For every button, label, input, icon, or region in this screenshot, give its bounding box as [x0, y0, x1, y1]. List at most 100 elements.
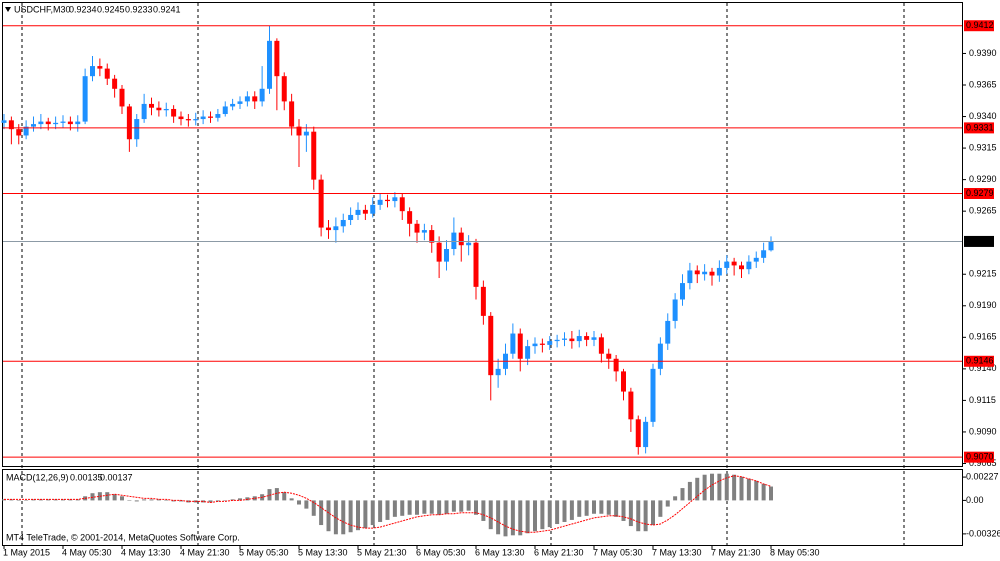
macd-bar: [31, 499, 36, 501]
y-tick-label: 0.9065: [969, 458, 997, 468]
candle-body: [318, 179, 324, 228]
level-label-bg: [964, 122, 994, 134]
candle-body: [510, 333, 516, 354]
candle-body: [326, 227, 331, 231]
candle-body: [716, 267, 722, 276]
macd-bar: [547, 500, 552, 528]
macd-bar: [687, 481, 692, 501]
macd-bar: [673, 496, 678, 501]
plot-layer: [1, 25, 774, 537]
candle-body: [672, 299, 678, 321]
macd-bar: [53, 499, 58, 501]
candle-body: [259, 88, 265, 102]
x-tick-label: 4 May 21:30: [180, 547, 230, 557]
candle-body: [53, 122, 59, 125]
macd-bar: [385, 500, 390, 520]
macd-bar: [488, 500, 493, 530]
candle-body: [311, 131, 317, 180]
macd-bar: [171, 500, 176, 502]
macd-bar: [9, 499, 14, 501]
candle-body: [709, 271, 715, 276]
macd-bar: [127, 500, 132, 501]
level-label: 0.9279: [966, 188, 994, 198]
candle-body: [141, 103, 147, 120]
x-tick-label: 5 May 13:30: [298, 547, 348, 557]
candle-body: [348, 214, 354, 220]
candle-body: [584, 336, 590, 340]
candle-body: [222, 106, 228, 115]
candle-body: [466, 242, 472, 246]
candle-body: [38, 121, 44, 125]
level-label-bg: [964, 451, 994, 463]
macd-bar: [481, 500, 486, 521]
copyright: MT4 TeleTrade, © 2001-2014, MetaQuotes S…: [6, 532, 240, 542]
macd-bar: [289, 498, 294, 501]
candle-body: [665, 320, 671, 344]
candle-body: [539, 343, 545, 345]
candle-body: [355, 209, 361, 215]
macd-bar: [378, 500, 383, 522]
candle-body: [149, 103, 154, 108]
candle-body: [694, 270, 700, 275]
macd-bar: [304, 500, 309, 509]
macd-bar: [90, 493, 95, 501]
macd-bar: [621, 500, 626, 521]
candle-body: [200, 116, 206, 120]
macd-bar: [311, 500, 316, 516]
macd-bar: [208, 500, 213, 503]
macd-bar: [179, 500, 183, 502]
macd-bar: [105, 492, 110, 501]
candle-body: [252, 96, 258, 102]
candle-body: [193, 119, 199, 121]
candle-body: [591, 337, 597, 340]
candle-body: [392, 197, 398, 202]
candle-body: [480, 286, 486, 316]
candle-body: [407, 211, 413, 224]
candle-body: [532, 343, 538, 347]
macd-bar: [415, 500, 419, 515]
macd-bar: [422, 500, 427, 514]
candle-body: [296, 126, 302, 136]
y-tick-label: 0.9190: [969, 300, 997, 310]
y-tick-label: 0.00227: [966, 471, 999, 481]
candle-body: [90, 66, 95, 77]
candle-body: [274, 40, 280, 77]
macd-bar: [370, 500, 375, 526]
macd-bar: [46, 499, 51, 501]
macd-bar: [252, 496, 257, 501]
macd-bar: [38, 499, 43, 501]
x-tick-label: 6 May 05:30: [416, 547, 466, 557]
candle-body: [687, 270, 693, 284]
level-label-bg: [964, 355, 994, 367]
candle-body: [97, 66, 103, 69]
macd-bar: [739, 476, 744, 501]
price-label: 0.9241: [966, 236, 994, 246]
candle-body: [267, 40, 272, 89]
y-tick-label: 0.9390: [969, 48, 997, 58]
candle-body: [635, 419, 641, 448]
macd-bar: [348, 500, 353, 533]
header-low: 0.9233: [125, 4, 153, 14]
candle-body: [458, 232, 464, 246]
level-label-bg: [964, 187, 994, 199]
macd-bar: [754, 480, 759, 501]
macd-bar: [643, 500, 648, 532]
candle-body: [746, 261, 752, 270]
candle-body: [761, 250, 767, 258]
macd-bar: [628, 500, 633, 527]
candle-body: [525, 346, 531, 359]
macd-bar: [474, 500, 478, 515]
y-tick-label: 0.9365: [969, 79, 997, 89]
level-label: 0.9412: [966, 20, 994, 30]
macd-bar: [599, 500, 604, 514]
candle-body: [606, 353, 612, 359]
macd-bar: [695, 477, 700, 501]
macd-bar: [61, 499, 65, 501]
macd-bar: [297, 500, 301, 505]
macd-bar: [156, 499, 161, 501]
macd-bar: [356, 500, 360, 531]
candle-body: [731, 261, 737, 266]
candle-body: [621, 371, 626, 392]
candle-body: [569, 338, 575, 342]
